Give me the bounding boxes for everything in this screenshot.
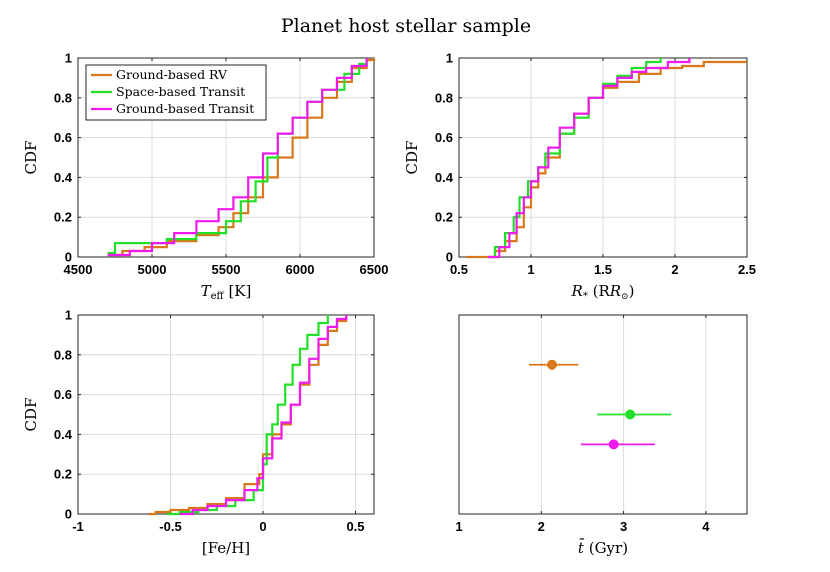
x-axis-label-main: R: [571, 282, 583, 300]
y-tick-label: 1: [65, 308, 72, 323]
x-tick-label: 0.5: [450, 262, 468, 277]
x-axis-label: R* (RR⊙): [571, 282, 635, 302]
x-axis-label-r: R: [609, 282, 621, 300]
y-tick-label: 1: [446, 51, 453, 66]
y-tick-label: 0.2: [54, 467, 72, 482]
y-axis-label: CDF: [22, 398, 40, 432]
cdf-line-3: [179, 315, 348, 516]
figure-title: Planet host stellar sample: [281, 15, 531, 37]
y-tick-label: 0.6: [54, 387, 72, 402]
legend-entry-1: Ground-based RV: [116, 67, 228, 82]
y-tick-label: 0.6: [435, 130, 453, 145]
y-tick-label: 0: [65, 250, 72, 265]
y-tick-label: 0.2: [54, 210, 72, 225]
x-tick-label: 0.5: [346, 519, 364, 534]
plot-frame: [77, 314, 375, 515]
x-tick-label: 6500: [360, 262, 389, 277]
x-tick-label: 6000: [286, 262, 315, 277]
x-axis-label-main: t̄: [578, 539, 585, 557]
x-axis-label-suffix: (Gyr): [584, 539, 628, 557]
age-point-1: [546, 359, 557, 370]
y-tick-label: 0.4: [54, 170, 73, 185]
x-tick-label: 0: [259, 519, 266, 534]
legend-entry-3: Ground-based Transit: [116, 101, 254, 116]
y-tick-label: 0.8: [54, 347, 72, 362]
x-tick-label: 5500: [212, 262, 241, 277]
x-tick-label: 5000: [138, 262, 167, 277]
y-tick-label: 0.2: [435, 210, 453, 225]
x-axis-label-sub: *: [583, 291, 588, 302]
x-tick-label: 3: [620, 519, 627, 534]
cdf-line-2: [107, 58, 368, 255]
panel-3: -1 -0.5 0 0.5 0 0.2 0.4 0.6 0.8 1 CDF [Fe/H]: [22, 308, 375, 557]
y-tick-label: 0.4: [54, 427, 73, 442]
panels: 4500 5000 5500 6000 6500 0 0.2 0.4 0.6 0.8 1 CDF Tef…: [22, 51, 756, 558]
x-tick-label: 2.5: [738, 262, 756, 277]
x-tick-label: 4: [702, 519, 710, 534]
x-tick-label: 1.5: [594, 262, 612, 277]
x-axis-label-suffix: (R: [588, 282, 611, 300]
age-point-3: [608, 439, 619, 450]
y-tick-label: 0.8: [54, 90, 72, 105]
x-axis-label-sun: ⊙: [621, 292, 629, 302]
y-axis-label: CDF: [22, 141, 40, 175]
y-tick-label: 0.4: [435, 170, 454, 185]
x-axis-label-suffix: [K]: [224, 282, 252, 300]
cdf-line-3: [107, 58, 368, 257]
x-tick-label: 1: [455, 519, 462, 534]
legend: Ground-based RV Space-based Transit Ground…: [85, 64, 267, 121]
y-tick-label: 0: [446, 250, 453, 265]
x-axis-label-sub: eff: [211, 291, 225, 302]
x-tick-label: -0.5: [159, 519, 181, 534]
panel-1: 4500 5000 5500 6000 6500 0 0.2 0.4 0.6 0.8 1 CDF Tef…: [22, 51, 388, 303]
x-axis-label: Teff [K]: [201, 282, 252, 302]
x-tick-label: 4500: [64, 262, 93, 277]
y-tick-label: 1: [65, 51, 72, 66]
x-axis-label-close: ): [629, 282, 635, 300]
panel-4: 1 2 3 4 t̄ (Gyr): [455, 314, 748, 557]
cdf-line-1: [466, 60, 747, 259]
y-tick-label: 0: [65, 507, 72, 522]
legend-box: [85, 64, 267, 121]
cdf-line-1: [148, 315, 348, 516]
x-axis-label-main: T: [201, 282, 212, 300]
x-axis-label: [Fe/H]: [202, 539, 250, 557]
cdf-line-3: [487, 58, 691, 259]
age-point-2: [625, 409, 636, 420]
x-tick-label: 2: [671, 262, 678, 277]
cdf-line-2: [166, 315, 329, 516]
x-tick-label: -1: [72, 519, 84, 534]
x-tick-label: 1: [527, 262, 534, 277]
legend-entry-2: Space-based Transit: [116, 84, 245, 99]
y-tick-label: 0.8: [435, 90, 453, 105]
x-tick-label: 2: [538, 519, 545, 534]
y-axis-label: CDF: [403, 141, 421, 175]
y-tick-label: 0.6: [54, 130, 72, 145]
plot-frame: [458, 314, 748, 515]
x-axis-label: t̄ (Gyr): [578, 539, 628, 557]
cdf-line-2: [487, 58, 662, 259]
